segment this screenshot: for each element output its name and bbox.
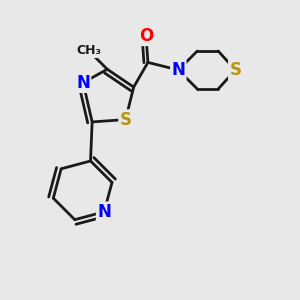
Text: S: S	[120, 111, 132, 129]
Text: N: N	[171, 61, 185, 79]
Text: O: O	[139, 27, 153, 45]
Text: N: N	[97, 203, 111, 221]
Text: N: N	[76, 74, 90, 92]
Text: CH₃: CH₃	[76, 44, 101, 57]
Text: S: S	[229, 61, 241, 79]
